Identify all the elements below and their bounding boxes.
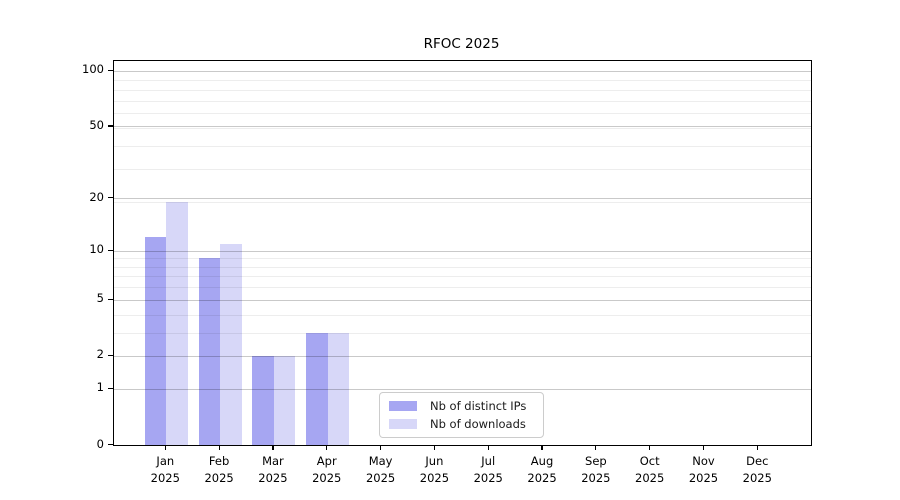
minor-gridline (114, 100, 811, 102)
x-tick-label: Mar 2025 (258, 454, 288, 485)
x-tick-label: Sep 2025 (581, 454, 611, 485)
bar-ips-feb (198, 258, 221, 445)
legend-label-distinct-ips: Nb of distinct IPs (430, 399, 527, 413)
legend-swatch-downloads (389, 419, 417, 429)
major-gridline (114, 388, 811, 390)
y-tick-label: 20 (89, 189, 104, 204)
legend: Nb of distinct IPs Nb of downloads (379, 392, 544, 438)
chart-title: RFOC 2025 (423, 36, 500, 52)
y-tick-label: 2 (96, 347, 104, 362)
minor-gridline (114, 113, 811, 115)
y-tick-mark (108, 197, 113, 199)
y-tick-mark (108, 125, 113, 127)
minor-gridline (114, 80, 811, 82)
y-tick-label: 10 (89, 242, 104, 257)
bar-ips-mar (252, 355, 274, 445)
major-gridline (114, 299, 811, 301)
y-tick-mark (108, 249, 113, 251)
bar-downloads-mar (273, 355, 296, 445)
minor-gridline (114, 258, 811, 260)
y-tick-label: 100 (82, 62, 104, 77)
x-tick-label: Feb 2025 (204, 454, 234, 485)
minor-gridline (114, 276, 811, 278)
minor-gridline (114, 169, 811, 171)
legend-swatch-distinct-ips (389, 401, 417, 411)
x-tick-label: Nov 2025 (688, 454, 719, 485)
minor-gridline (114, 89, 811, 91)
bar-downloads-apr (327, 332, 350, 445)
minor-gridline (114, 287, 811, 289)
legend-label-downloads: Nb of downloads (430, 417, 526, 431)
major-gridline (114, 198, 811, 200)
major-gridline (114, 126, 811, 128)
legend-item-downloads: Nb of downloads (389, 417, 535, 431)
minor-gridline (114, 266, 811, 268)
y-tick-mark (108, 354, 113, 357)
x-tick-label: Oct 2025 (635, 454, 665, 485)
x-tick-mark (649, 445, 651, 450)
y-tick-label: 50 (89, 117, 104, 132)
x-tick-mark (702, 445, 705, 450)
x-tick-mark (595, 445, 597, 450)
x-tick-label: Dec 2025 (742, 454, 772, 485)
minor-gridline (114, 202, 811, 204)
major-gridline (114, 355, 811, 357)
x-tick-mark (272, 445, 274, 450)
y-tick-mark (108, 387, 113, 389)
legend-item-distinct-ips: Nb of distinct IPs (389, 399, 535, 413)
bar-ips-jan (144, 237, 167, 445)
x-tick-mark (487, 445, 489, 450)
y-tick-label: 1 (96, 380, 104, 395)
x-tick-label: Apr 2025 (312, 454, 342, 485)
y-tick-mark (108, 69, 113, 72)
bar-downloads-feb (220, 243, 242, 445)
x-tick-label: Jun 2025 (419, 454, 450, 485)
plot-area (113, 60, 812, 446)
y-tick-label: 5 (96, 291, 104, 306)
x-tick-mark (326, 445, 328, 450)
bar-ips-apr (306, 332, 328, 445)
minor-gridline (114, 127, 811, 129)
y-tick-mark (108, 298, 113, 300)
minor-gridline (114, 332, 811, 334)
major-gridline (114, 70, 811, 72)
bar-downloads-jan (166, 202, 188, 445)
x-tick-mark (433, 445, 435, 450)
x-tick-label: Aug 2025 (527, 454, 557, 485)
x-tick-label: Jan 2025 (150, 454, 180, 485)
minor-gridline (114, 314, 811, 316)
y-tick-label: 0 (96, 436, 104, 451)
x-tick-mark (379, 445, 382, 450)
x-tick-mark (218, 445, 220, 450)
y-tick-mark (108, 444, 113, 446)
x-tick-mark (164, 445, 166, 450)
x-tick-mark (541, 445, 543, 450)
x-tick-label: Jul 2025 (473, 454, 503, 485)
minor-gridline (114, 146, 811, 148)
x-tick-mark (756, 445, 758, 450)
major-gridline (114, 250, 811, 252)
x-tick-label: May 2025 (365, 454, 396, 485)
